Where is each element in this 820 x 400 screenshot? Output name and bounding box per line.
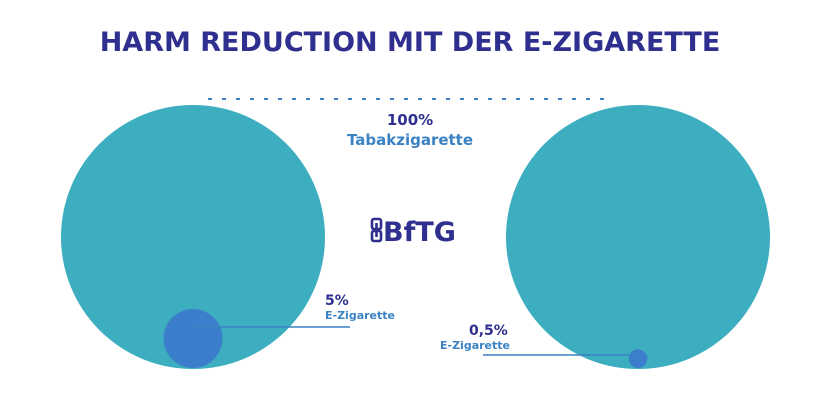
e-zigarette-label-right: E-Zigarette	[440, 339, 510, 352]
tabakzigarette-circle-right	[506, 105, 770, 369]
e-zigarette-label-left: E-Zigarette	[325, 309, 395, 322]
e-zigarette-percent-right: 0,5%	[469, 323, 508, 339]
e-zigarette-circle-0-5pct	[628, 349, 648, 369]
logo-text: BfTG	[383, 217, 456, 248]
reference-label: Tabakzigarette	[347, 131, 473, 149]
reference-percent: 100%	[387, 111, 433, 129]
comparison-left: 5% E-Zigarette	[61, 105, 395, 369]
tabakzigarette-circle-left	[61, 105, 325, 369]
bftg-logo: BfTG	[370, 217, 456, 248]
e-zigarette-percent-left: 5%	[325, 293, 349, 309]
comparison-right: 0,5% E-Zigarette	[440, 105, 770, 369]
chart-title: HARM REDUCTION MIT DER E-ZIGARETTE	[100, 27, 721, 58]
bftg-logo-icon	[370, 217, 383, 243]
e-zigarette-circle-5pct	[163, 308, 223, 369]
